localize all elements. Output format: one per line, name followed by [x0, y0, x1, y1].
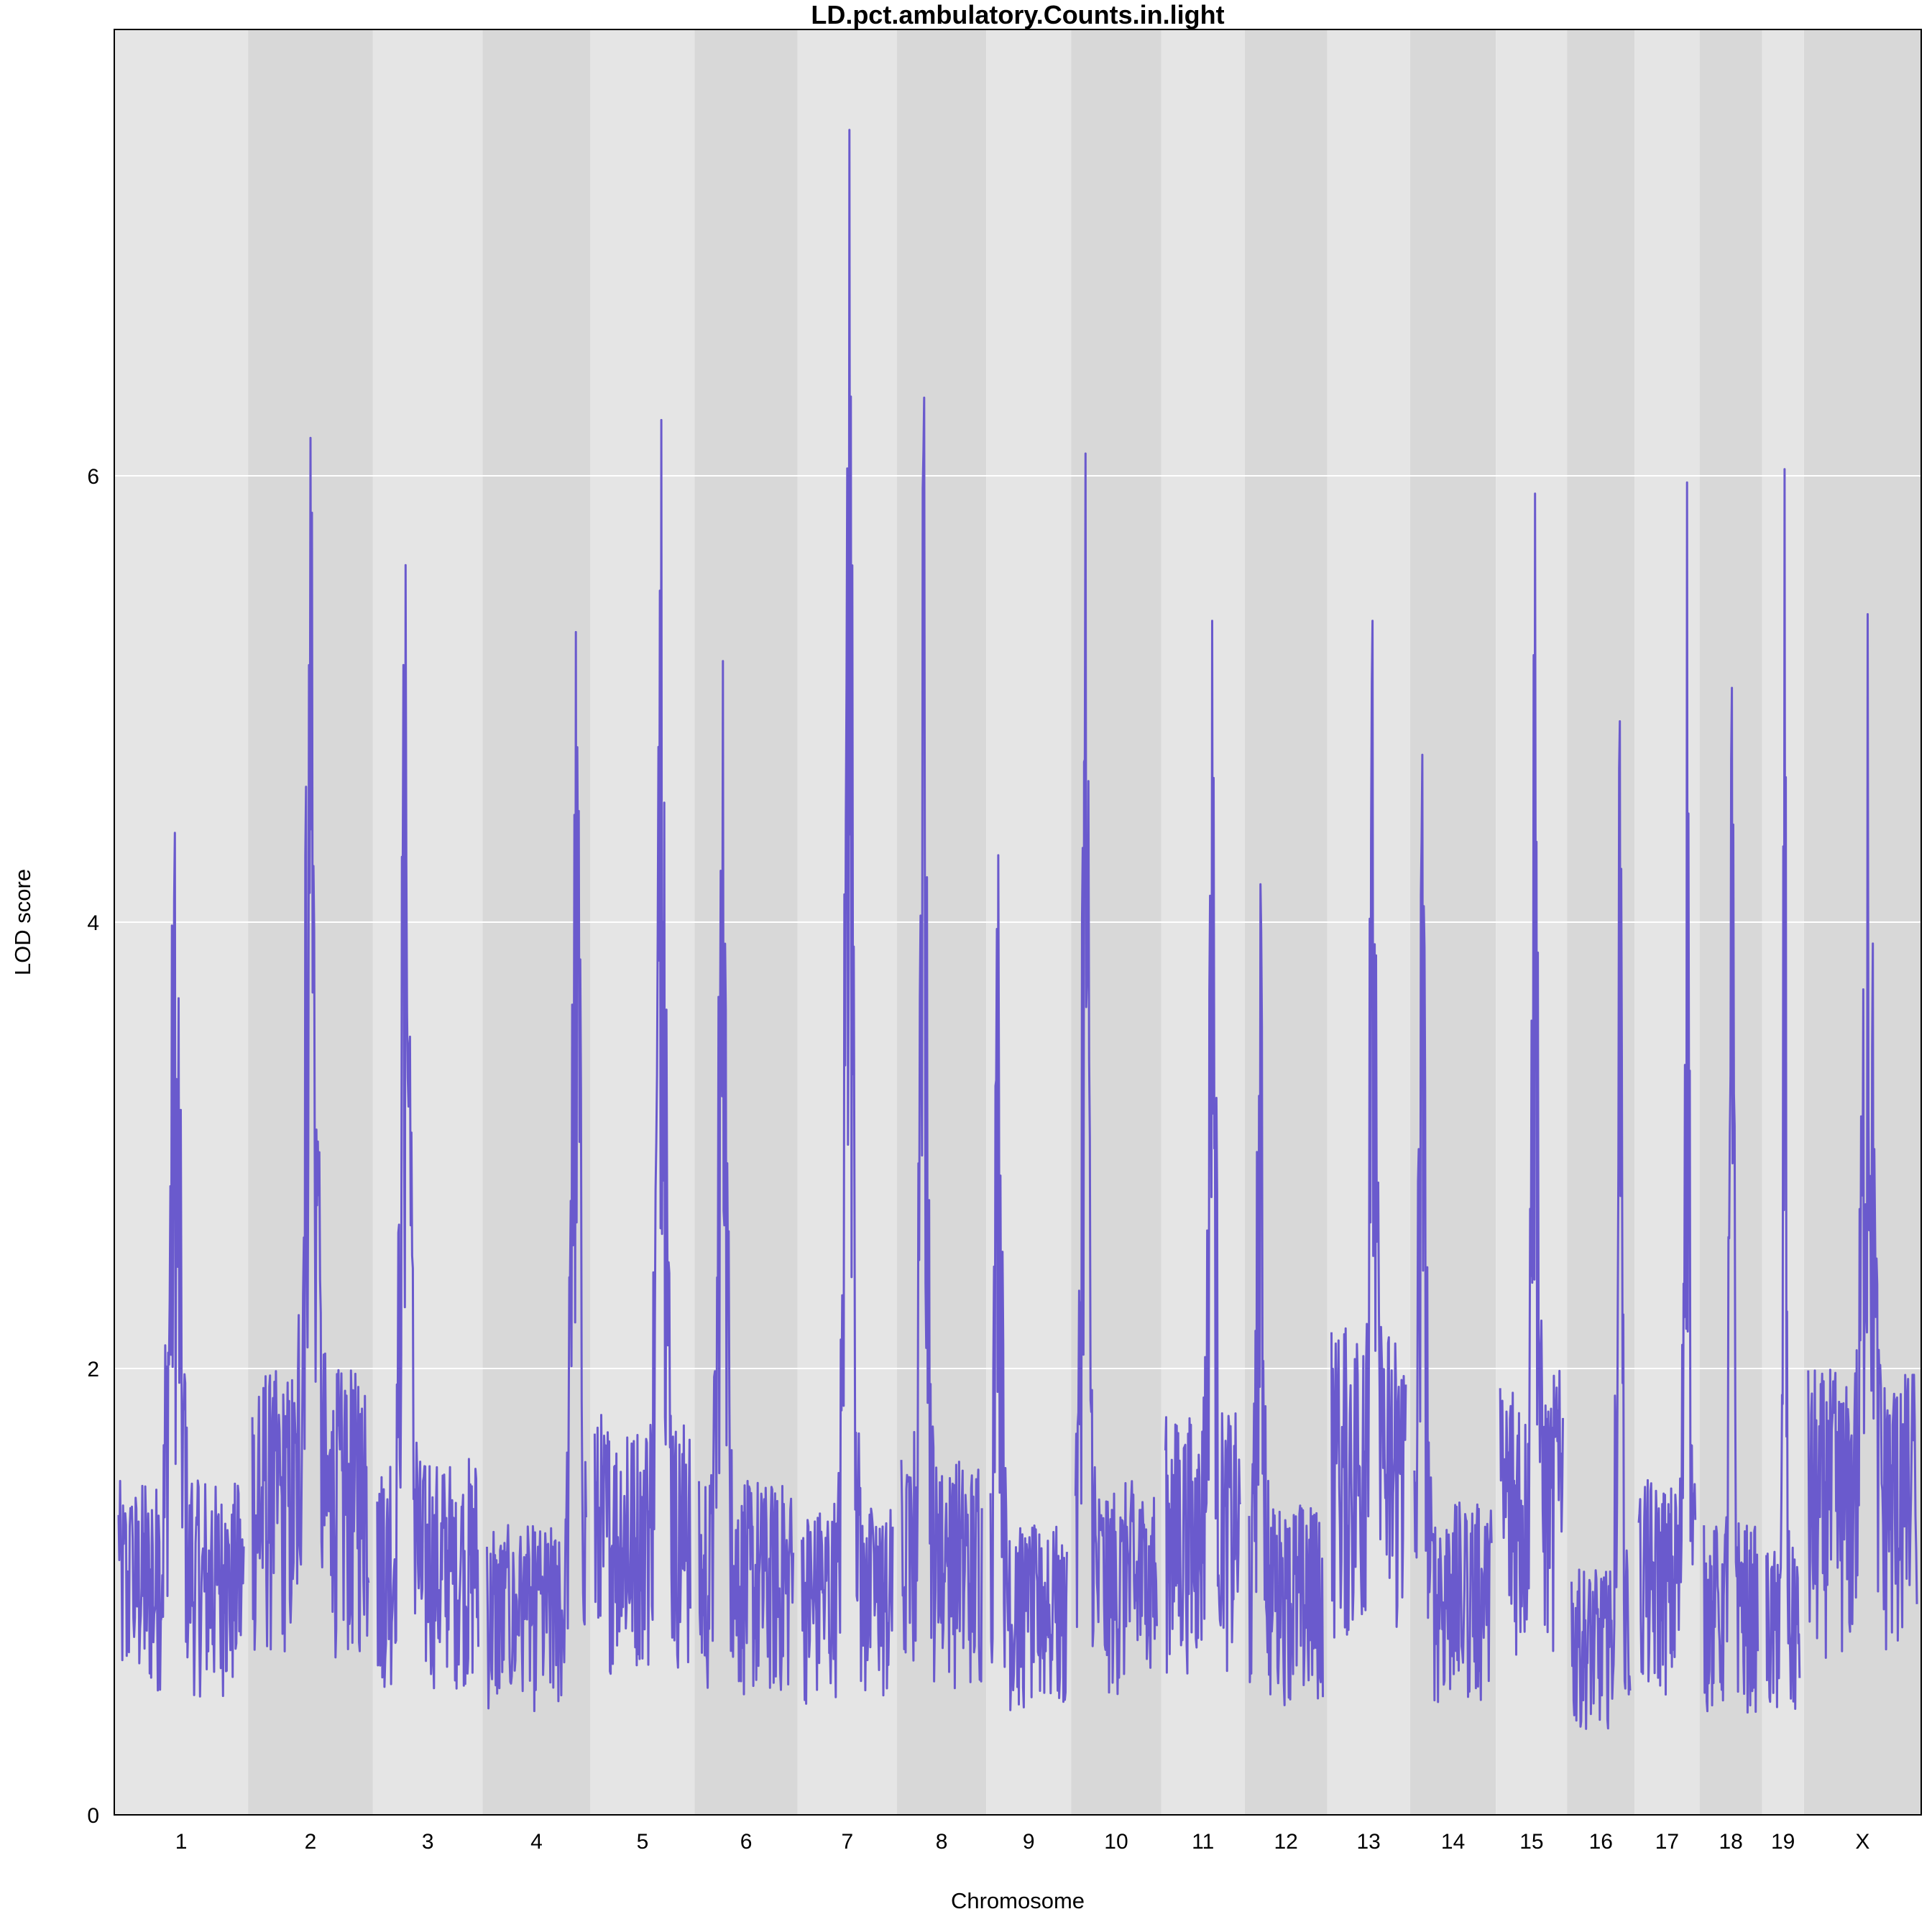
- lod-line-chr-19: [1765, 468, 1801, 1710]
- plot-frame: [114, 29, 1922, 1816]
- x-tick-label: 3: [422, 1830, 434, 1854]
- lod-line-chr-X: [1807, 613, 1918, 1659]
- y-tick-label: 0: [87, 1804, 99, 1828]
- y-tick-label: 4: [87, 911, 99, 935]
- x-axis-label: Chromosome: [951, 1888, 1085, 1913]
- x-tick-label: 8: [936, 1830, 948, 1854]
- lod-line-chr-7: [801, 129, 894, 1705]
- y-tick-label: 6: [87, 465, 99, 489]
- chart-title: LD.pct.ambulatory.Counts.in.light: [811, 0, 1224, 29]
- x-tick-label: 19: [1771, 1830, 1795, 1854]
- x-tick-label: 18: [1719, 1830, 1742, 1854]
- lod-line-chr-13: [1330, 620, 1407, 1639]
- lod-line-chr-17: [1637, 481, 1697, 1696]
- x-tick-label: 16: [1589, 1830, 1613, 1854]
- x-tick-label: 7: [841, 1830, 853, 1854]
- x-tick-label: 4: [530, 1830, 543, 1854]
- lod-line-chr-9: [989, 854, 1068, 1711]
- lod-line-chr-5: [593, 418, 691, 1675]
- y-axis-label: LOD score: [10, 869, 35, 975]
- lod-series: [117, 129, 1918, 1730]
- lod-line-chr-10: [1074, 452, 1158, 1696]
- lod-line-chr-2: [251, 436, 370, 1659]
- y-tick-label: 2: [87, 1358, 99, 1381]
- lod-line-chr-12: [1248, 883, 1324, 1706]
- lod-line-chr-15: [1499, 492, 1564, 1656]
- x-tick-label: 2: [305, 1830, 317, 1854]
- lod-line-chr-3: [376, 564, 479, 1690]
- lod-line-chr-11: [1164, 620, 1242, 1675]
- x-tick-label: 5: [637, 1830, 649, 1854]
- x-tick-label: X: [1855, 1830, 1869, 1854]
- x-tick-label: 12: [1274, 1830, 1297, 1854]
- x-tick-label: 14: [1441, 1830, 1465, 1854]
- x-tick-label: 6: [740, 1830, 753, 1854]
- x-tick-label: 11: [1192, 1830, 1214, 1854]
- y-axis-ticks: 0 2 4 6: [87, 465, 99, 1828]
- lod-line-chr-6: [698, 660, 795, 1696]
- x-tick-label: 10: [1104, 1830, 1128, 1854]
- x-tick-label: 1: [175, 1830, 188, 1854]
- x-tick-label: 9: [1023, 1830, 1035, 1854]
- x-axis-ticks: 1 2 3 4 5 6 7 8 9 10 11 12 13 14 15 16 17 18 19 X: [175, 1830, 1870, 1854]
- lod-line-chr-18: [1703, 686, 1760, 1714]
- lod-line-chr-1: [117, 832, 245, 1698]
- lod-line-chr-8: [900, 396, 983, 1690]
- lod-line-chr-16: [1570, 720, 1632, 1730]
- x-tick-label: 13: [1357, 1830, 1381, 1854]
- lod-line-chr-4: [486, 630, 587, 1713]
- x-tick-label: 17: [1655, 1830, 1679, 1854]
- x-tick-label: 15: [1519, 1830, 1543, 1854]
- lod-line-chr-14: [1413, 753, 1493, 1703]
